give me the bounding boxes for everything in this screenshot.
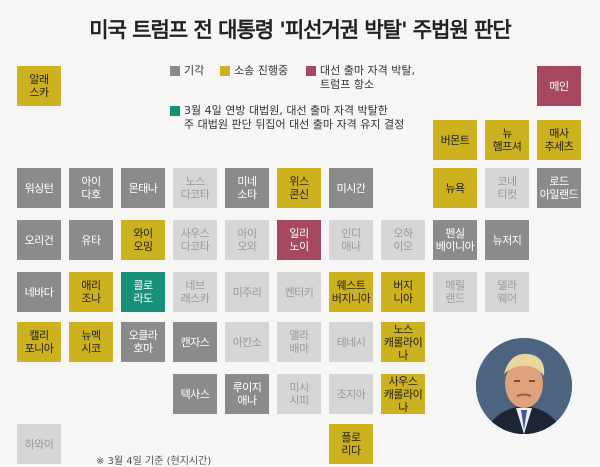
state-tile: 오하 이오 bbox=[381, 220, 425, 260]
state-tile: 플로 리다 bbox=[329, 424, 373, 464]
legend-item-scotus: 3월 4일 연방 대법원, 대선 출마 자격 박탈한 주 대법원 판단 뒤집어 … bbox=[170, 104, 404, 132]
state-tile: 캘리 포니아 bbox=[17, 322, 61, 362]
state-tile: 미주리 bbox=[225, 272, 269, 312]
state-tile: 오리건 bbox=[17, 220, 61, 260]
legend-label: 3월 4일 연방 대법원, 대선 출마 자격 박탈한 주 대법원 판단 뒤집어 … bbox=[184, 104, 405, 131]
state-tile: 조지아 bbox=[329, 374, 373, 414]
state-tile: 버몬트 bbox=[433, 120, 477, 160]
legend-item-pending: 소송 진행중 bbox=[220, 64, 288, 78]
state-tile: 애리 조나 bbox=[69, 272, 113, 312]
legend-swatch bbox=[170, 66, 180, 76]
state-tile: 테네시 bbox=[329, 322, 373, 362]
state-tile: 인디 애나 bbox=[329, 220, 373, 260]
state-tile: 뉴욕 bbox=[433, 168, 477, 208]
state-tile: 매사 추세츠 bbox=[537, 120, 581, 160]
state-tile: 캔자스 bbox=[173, 322, 217, 362]
state-tile: 버지 니아 bbox=[381, 272, 425, 312]
state-tile: 네브 래스카 bbox=[173, 272, 217, 312]
legend-label: 대선 출마 자격 박탈, 트럼프 항소 bbox=[320, 64, 415, 91]
state-tile: 일리 노이 bbox=[277, 220, 321, 260]
legend-swatch bbox=[306, 66, 316, 76]
legend-item-disqualified: 대선 출마 자격 박탈, 트럼프 항소 bbox=[306, 64, 415, 92]
state-tile: 오클라 호마 bbox=[121, 322, 165, 362]
state-tile: 펜실 베이니아 bbox=[433, 220, 477, 260]
state-tile: 루이지 애나 bbox=[225, 374, 269, 414]
state-tile: 델라 웨어 bbox=[485, 272, 529, 312]
state-tile: 유타 bbox=[69, 220, 113, 260]
state-tile: 노스 다코타 bbox=[173, 168, 217, 208]
state-tile: 네바다 bbox=[17, 272, 61, 312]
state-tile: 위스 콘신 bbox=[277, 168, 321, 208]
state-tile: 켄터키 bbox=[277, 272, 321, 312]
state-tile: 미시간 bbox=[329, 168, 373, 208]
state-tile: 몬태나 bbox=[121, 168, 165, 208]
state-tile: 코네 티컷 bbox=[485, 168, 529, 208]
state-tile: 아칸소 bbox=[225, 322, 269, 362]
state-tile: 워싱턴 bbox=[17, 168, 61, 208]
legend-label: 기각 bbox=[184, 64, 205, 77]
state-tile: 뉴저지 bbox=[485, 220, 529, 260]
state-tile: 로드 아일랜드 bbox=[537, 168, 581, 208]
state-tile: 아이 다호 bbox=[69, 168, 113, 208]
state-tile: 아이 오와 bbox=[225, 220, 269, 260]
state-tile: 노스 캐롤라이나 bbox=[381, 322, 425, 362]
legend-swatch bbox=[170, 106, 180, 116]
state-tile: 콜로 라도 bbox=[121, 272, 165, 312]
state-tile: 뉴멕 시코 bbox=[69, 322, 113, 362]
state-tile: 텍사스 bbox=[173, 374, 217, 414]
state-tile: 알래 스카 bbox=[17, 66, 61, 106]
state-tile: 웨스트 버지니아 bbox=[329, 272, 373, 312]
state-tile: 사우스 다코타 bbox=[173, 220, 217, 260]
portrait-photo bbox=[476, 338, 572, 434]
chart-title: 미국 트럼프 전 대통령 '피선거권 박탈' 주법원 판단 bbox=[89, 18, 511, 42]
state-tile: 메릴 랜드 bbox=[433, 272, 477, 312]
state-tile: 앨라 배마 bbox=[277, 322, 321, 362]
state-tile: 하와이 bbox=[17, 424, 61, 464]
legend-label: 소송 진행중 bbox=[234, 64, 289, 77]
state-tile: 미네 소타 bbox=[225, 168, 269, 208]
state-tile: 미시 시피 bbox=[277, 374, 321, 414]
state-tile: 뉴 햄프셔 bbox=[485, 120, 529, 160]
state-tile: 메인 bbox=[537, 66, 581, 106]
legend-item-dismissed: 기각 bbox=[170, 64, 204, 78]
state-tile: 사우스 캐롤라이나 bbox=[381, 374, 425, 414]
state-tile: 와이 오밍 bbox=[121, 220, 165, 260]
legend-swatch bbox=[220, 66, 230, 76]
